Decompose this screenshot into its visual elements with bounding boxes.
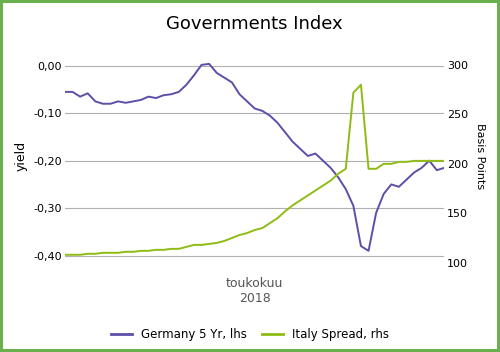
Title: Governments Index: Governments Index [166,15,343,33]
Y-axis label: Basis Points: Basis Points [475,123,485,189]
Y-axis label: yield: yield [15,141,28,171]
Legend: Germany 5 Yr, lhs, Italy Spread, rhs: Germany 5 Yr, lhs, Italy Spread, rhs [106,323,394,346]
X-axis label: toukokuu
2018: toukokuu 2018 [226,277,283,305]
